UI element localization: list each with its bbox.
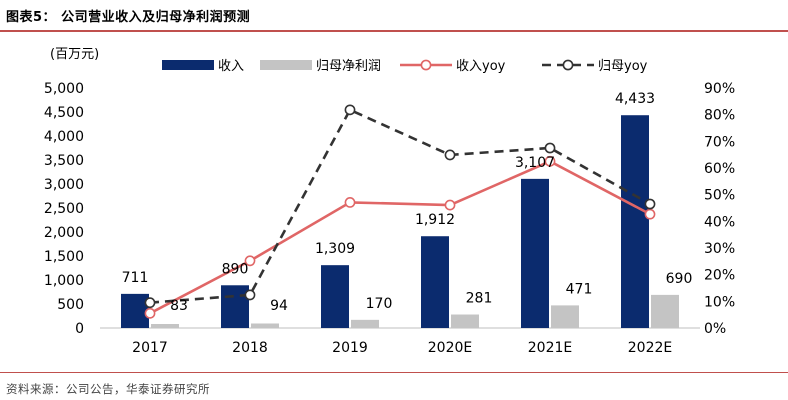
y-left-unit-label: (百万元) <box>50 47 99 62</box>
y-left-tick-label: 3,500 <box>44 153 84 169</box>
y-right-tick-label: 70% <box>704 134 735 150</box>
net-profit-value-label: 690 <box>666 271 693 287</box>
legend-swatch <box>260 60 312 70</box>
revenue-profit-chart: (百万元) 收入 归母净利润 收入yoy 归母yoy 0 500 1,000 1,500 2,… <box>44 47 735 356</box>
revenue-bar <box>621 115 649 328</box>
revenue-yoy-point <box>444 199 456 211</box>
revenue-yoy-point <box>344 196 356 208</box>
y-left-tick-label: 2,000 <box>44 225 84 241</box>
net-profit-bar <box>651 294 679 328</box>
legend-label: 归母yoy <box>598 59 648 74</box>
revenue-value-label: 1,309 <box>315 241 355 257</box>
net-profit-yoy-point <box>244 289 256 301</box>
y-left-tick-label: 500 <box>57 297 84 313</box>
axes: 0 500 1,000 1,500 2,000 2,500 3,000 3,500 4,000 4… <box>44 81 735 356</box>
y-right-tick-label: 80% <box>704 108 735 124</box>
y-left-tick-label: 2,500 <box>44 201 84 217</box>
net-profit-yoy-point <box>144 297 156 309</box>
revenue-bar <box>521 178 549 328</box>
revenue-value-label: 711 <box>122 270 149 286</box>
legend: 收入 归母净利润 收入yoy 归母yoy <box>162 59 648 74</box>
net-profit-yoy-point <box>344 104 356 116</box>
revenue-yoy-line <box>149 159 651 315</box>
bottom-divider <box>0 372 788 373</box>
net-profit-yoy-point <box>544 142 556 154</box>
net-profit-bar <box>251 323 279 328</box>
net-profit-value-label: 281 <box>466 291 493 307</box>
data-labels: 711 890 1,309 1,912 3,107 4,433 83 94 170 281 471 6… <box>122 91 693 314</box>
net-profit-value-label: 83 <box>170 298 188 314</box>
net-profit-bar <box>351 319 379 328</box>
y-left-tick-label: 0 <box>75 321 84 337</box>
revenue-value-label: 890 <box>222 261 249 277</box>
revenue-yoy-point <box>244 255 256 267</box>
x-tick-label: 2022E <box>628 340 672 356</box>
revenue-bar <box>421 236 449 328</box>
y-right-tick-label: 10% <box>704 294 735 310</box>
net-profit-yoy-point <box>444 149 456 161</box>
revenue-value-label: 4,433 <box>615 91 655 107</box>
net-profit-bar <box>151 324 179 328</box>
revenue-bar <box>221 285 249 328</box>
figure-title: 图表5： 公司营业收入及归母净利润预测 <box>6 10 251 25</box>
legend-marker <box>420 59 432 71</box>
revenue-bar <box>321 265 349 328</box>
net-profit-value-label: 94 <box>270 298 288 314</box>
source-note: 资料来源：公司公告，华泰证券研究所 <box>6 382 210 396</box>
legend-label: 收入yoy <box>456 59 506 74</box>
y-left-tick-label: 5,000 <box>44 81 84 97</box>
net-profit-yoy-point <box>644 198 656 210</box>
y-left-tick-label: 3,000 <box>44 177 84 193</box>
revenue-value-label: 3,107 <box>515 155 555 171</box>
revenue-bar <box>121 293 149 328</box>
y-left-tick-label: 1,000 <box>44 273 84 289</box>
legend-marker <box>562 59 574 71</box>
y-left-tick-label: 4,500 <box>44 105 84 121</box>
legend-label: 归母净利润 <box>316 59 381 74</box>
y-left-tick-label: 4,000 <box>44 129 84 145</box>
y-right-tick-label: 40% <box>704 214 735 230</box>
x-tick-label: 2021E <box>528 340 572 356</box>
net-profit-value-label: 471 <box>566 281 593 297</box>
legend-swatch <box>162 60 214 70</box>
y-right-tick-label: 90% <box>704 81 735 97</box>
net-profit-yoy-line <box>149 108 651 304</box>
top-divider <box>0 30 788 32</box>
x-tick-label: 2019 <box>332 340 368 356</box>
revenue-value-label: 1,912 <box>415 212 455 228</box>
revenue-yoy-point <box>544 155 556 167</box>
x-tick-label: 2020E <box>428 340 472 356</box>
y-left-tick-label: 1,500 <box>44 249 84 265</box>
y-right-tick-label: 0% <box>704 321 726 337</box>
revenue-yoy-point <box>644 208 656 220</box>
revenue-yoy-point <box>144 307 156 319</box>
y-right-tick-label: 60% <box>704 161 735 177</box>
net-profit-bar <box>551 305 579 328</box>
yoy-lines <box>144 104 656 319</box>
legend-label: 收入 <box>218 59 244 74</box>
x-tick-label: 2017 <box>132 340 168 356</box>
y-right-tick-label: 30% <box>704 241 735 257</box>
net-profit-bar <box>451 314 479 328</box>
bars <box>121 115 679 328</box>
y-right-tick-label: 20% <box>704 268 735 284</box>
y-right-tick-label: 50% <box>704 188 735 204</box>
net-profit-value-label: 170 <box>366 296 393 312</box>
x-tick-label: 2018 <box>232 340 268 356</box>
